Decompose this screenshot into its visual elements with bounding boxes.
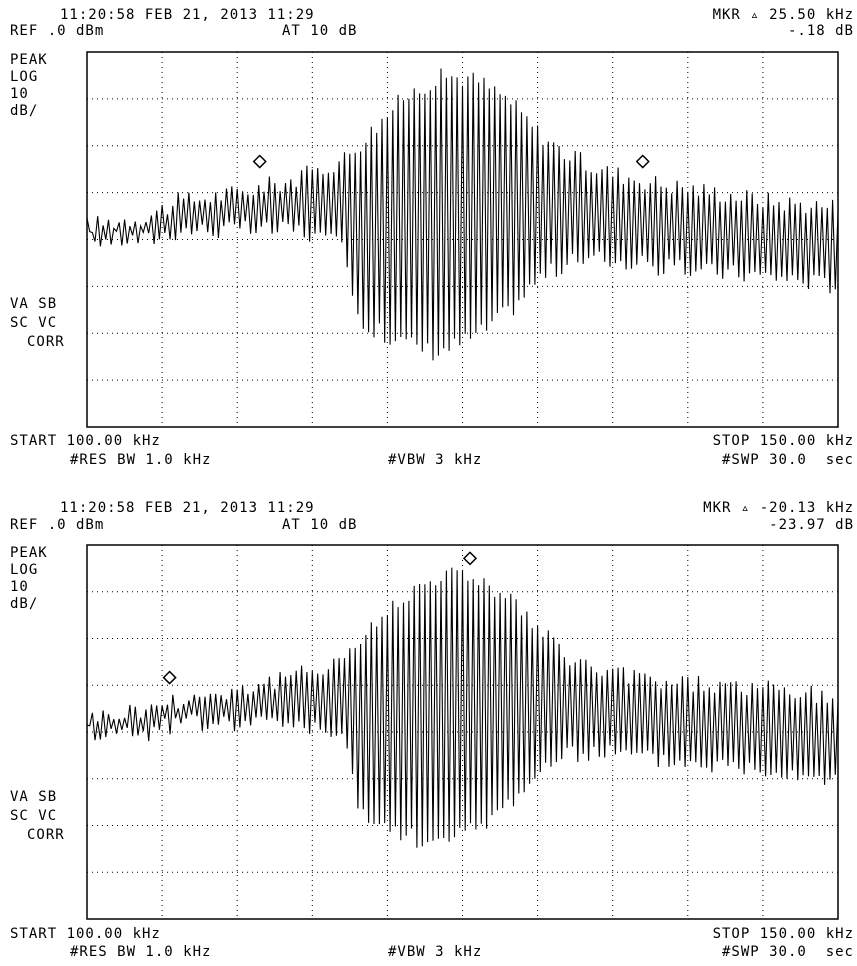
scale-type: LOG — [10, 69, 39, 85]
ref-level: REF .0 dBm — [10, 517, 105, 533]
spectrum-plot-1 — [86, 51, 839, 428]
analyzer-panel-2: 11:20:58 FEB 21, 2013 11:29 REF .0 dBm A… — [0, 483, 857, 966]
marker-delta: MKR ▵ 25.50 kHz — [712, 7, 854, 23]
ref-level: REF .0 dBm — [10, 23, 105, 39]
status-line-2: SC VC — [10, 808, 58, 824]
timestamp: 11:20:58 FEB 21, 2013 11:29 — [60, 500, 315, 516]
marker-diamond-2 — [462, 551, 478, 566]
resolution-bandwidth: #RES BW 1.0 kHz — [70, 452, 212, 468]
video-bandwidth: #VBW 3 kHz — [388, 452, 483, 468]
marker-delta: MKR ▵ -20.13 kHz — [703, 500, 854, 516]
scale-unit: dB/ — [10, 596, 39, 612]
stop-frequency: STOP 150.00 kHz — [712, 926, 854, 942]
scale-value: 10 — [10, 579, 29, 595]
start-frequency: START 100.00 kHz — [10, 433, 161, 449]
marker-diamond-1 — [162, 670, 177, 685]
detector-mode: PEAK — [10, 545, 48, 561]
spectrum-trace — [86, 68, 839, 361]
status-line-3: CORR — [27, 334, 65, 350]
scale-unit: dB/ — [10, 103, 39, 119]
sweep-time: #SWP 30.0 sec — [721, 452, 854, 468]
sweep-time: #SWP 30.0 sec — [721, 944, 854, 960]
attenuation: AT 10 dB — [282, 517, 358, 533]
marker-value: -.18 dB — [787, 23, 854, 39]
scale-value: 10 — [10, 86, 29, 102]
marker-value: -23.97 dB — [769, 517, 854, 533]
stop-frequency: STOP 150.00 kHz — [712, 433, 854, 449]
status-line-1: VA SB — [10, 789, 58, 805]
spectrum-plot-2 — [86, 544, 839, 920]
attenuation: AT 10 dB — [282, 23, 358, 39]
spectrum-trace — [86, 567, 839, 848]
video-bandwidth: #VBW 3 kHz — [388, 944, 483, 960]
marker-diamond-1 — [252, 154, 267, 169]
status-line-1: VA SB — [10, 296, 58, 312]
resolution-bandwidth: #RES BW 1.0 kHz — [70, 944, 212, 960]
status-line-3: CORR — [27, 827, 65, 843]
start-frequency: START 100.00 kHz — [10, 926, 161, 942]
detector-mode: PEAK — [10, 52, 48, 68]
analyzer-panel-1: 11:20:58 FEB 21, 2013 11:29 REF .0 dBm A… — [10, 7, 854, 468]
scale-type: LOG — [10, 562, 39, 578]
status-line-2: SC VC — [10, 315, 58, 331]
marker-diamond-2 — [635, 154, 650, 169]
timestamp: 11:20:58 FEB 21, 2013 11:29 — [60, 7, 315, 23]
